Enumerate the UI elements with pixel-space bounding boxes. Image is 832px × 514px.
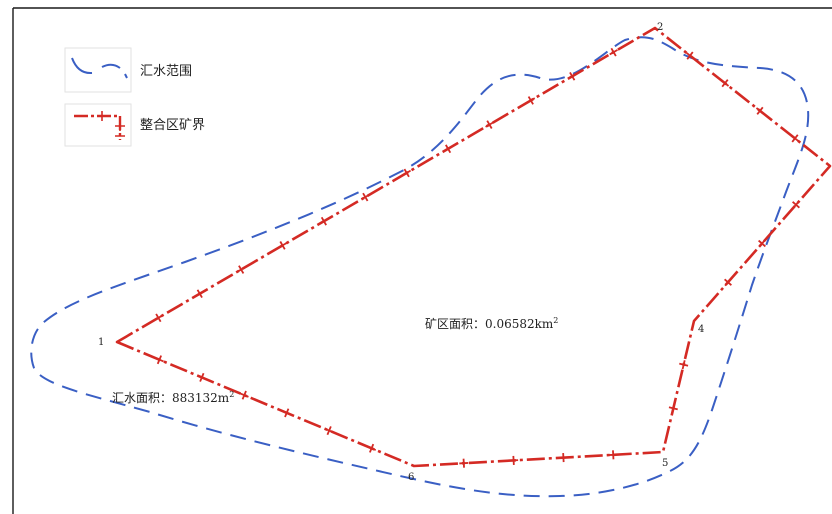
boundary-tick-mark bbox=[609, 47, 618, 57]
boundary-tick-mark bbox=[367, 443, 377, 453]
legend-boundary-label: 整合区矿界 bbox=[140, 118, 205, 133]
boundary-tick-mark bbox=[720, 79, 730, 88]
boundary-tick-mark bbox=[558, 453, 568, 463]
boundary-tick-mark bbox=[195, 289, 205, 299]
boundary-tick-mark bbox=[685, 51, 695, 60]
legend-boundary-symbol bbox=[74, 114, 122, 140]
legend-catchment-label: 汇水范围 bbox=[140, 64, 192, 79]
mine-area-text: 矿区面积：0.06582km bbox=[425, 317, 554, 331]
boundary-tick-mark bbox=[608, 450, 618, 460]
boundary-tick-mark bbox=[509, 455, 519, 465]
boundary-tick-mark bbox=[792, 200, 800, 209]
legend-boundary-ticks bbox=[97, 111, 125, 137]
boundary-tick-mark bbox=[154, 313, 163, 323]
boundary-ticks bbox=[154, 47, 800, 468]
boundary-tick-mark bbox=[679, 360, 689, 370]
boundary-tick-mark bbox=[758, 239, 766, 248]
boundary-tick-mark bbox=[668, 403, 678, 413]
boundary-tick-mark bbox=[154, 355, 164, 365]
boundary-tick-mark bbox=[236, 265, 246, 274]
boundary-tick-mark bbox=[282, 408, 292, 418]
boundary-tick-mark bbox=[755, 106, 765, 115]
boundary-tick-mark bbox=[324, 426, 334, 436]
boundary-tick-mark bbox=[278, 241, 287, 250]
boundary-tick-mark bbox=[197, 372, 207, 382]
boundary-tick-mark bbox=[239, 390, 249, 400]
boundary-tick-mark bbox=[724, 278, 732, 287]
point-label-5: 5 bbox=[662, 458, 668, 469]
boundary-tick-mark bbox=[319, 216, 329, 226]
boundary-tick-mark bbox=[402, 168, 412, 178]
boundary-tick-mark bbox=[790, 134, 800, 143]
catchment-area-text: 汇水面积：883132m bbox=[112, 391, 230, 405]
boundary-tick-mark bbox=[526, 96, 536, 105]
catchment-area-unit-sup: 2 bbox=[229, 390, 234, 399]
point-label-4: 4 bbox=[698, 324, 704, 335]
catchment-outline bbox=[30, 36, 810, 498]
boundary-tick-mark bbox=[567, 71, 577, 81]
point-label-6: 6 bbox=[408, 472, 414, 483]
boundary-tick-mark bbox=[459, 458, 469, 468]
point-label-2: 2 bbox=[657, 22, 663, 33]
mine-boundary-outline bbox=[115, 26, 832, 468]
legend-catchment-symbol bbox=[71, 57, 128, 79]
mine-area-unit-sup: 2 bbox=[553, 316, 558, 325]
boundary-tick-mark bbox=[485, 120, 494, 129]
mine-area-annotation: 矿区面积：0.06582km2 bbox=[425, 316, 558, 331]
boundary-tick-mark bbox=[360, 192, 370, 202]
boundary-tick-mark bbox=[443, 144, 453, 154]
legend-catchment-swatch bbox=[64, 47, 132, 93]
point-label-1: 1 bbox=[98, 337, 104, 348]
catchment-area-annotation: 汇水面积：883132m2 bbox=[112, 390, 234, 405]
